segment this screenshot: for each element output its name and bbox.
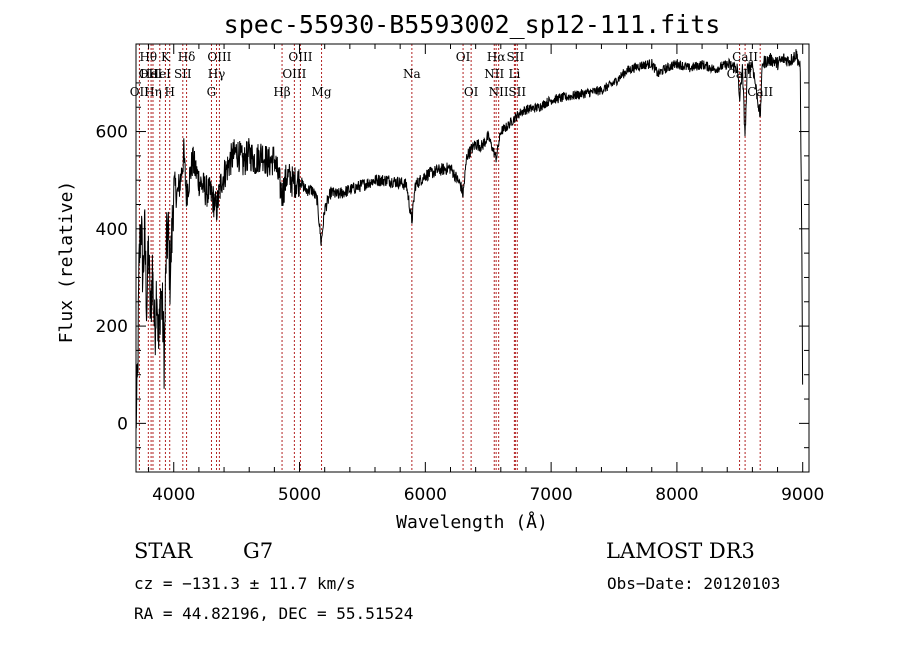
spectral-line-label: Hδ <box>178 50 196 64</box>
spectral-line-label: SII <box>508 85 526 99</box>
spectral-line-label: OI <box>456 50 471 64</box>
spectral-line-markers <box>138 44 761 472</box>
x-axis-label: Wavelength (Å) <box>396 511 548 533</box>
object-subclass: G7 <box>243 539 273 563</box>
survey-name: LAMOST DR3 <box>606 539 755 563</box>
x-tick-label: 9000 <box>781 485 824 505</box>
spectral-line-label: CaII <box>732 50 758 64</box>
spectral-line-label: OII <box>139 67 159 81</box>
x-tick-label: 4000 <box>152 485 195 505</box>
x-tick-label: 8000 <box>655 485 698 505</box>
spectral-line-label: HeI <box>149 67 172 81</box>
spectral-line-label: NII <box>489 85 509 99</box>
y-tick-label: 400 <box>96 220 128 240</box>
spectral-line-label: SII <box>174 67 192 81</box>
observation-date: Obs−Date: 20120103 <box>607 574 780 593</box>
spectral-line-label: Mg <box>312 85 332 99</box>
x-tick-label: 5000 <box>278 485 321 505</box>
spectral-line-label: G <box>207 85 217 99</box>
spectral-line-label: H <box>164 85 174 99</box>
spectral-line-label: OIII <box>207 50 231 64</box>
x-tick-label: 6000 <box>404 485 447 505</box>
x-tick-label: 7000 <box>529 485 572 505</box>
flux-series-line <box>135 49 804 429</box>
redshift-velocity: cz = −131.3 ± 11.7 km/s <box>134 574 356 593</box>
spectral-line-label: OII <box>130 85 150 99</box>
spectral-line-label: Hγ <box>208 67 226 81</box>
spectral-line-label: OIII <box>282 67 306 81</box>
spectral-line-label: K <box>161 50 171 64</box>
spectral-line-label: NII <box>484 67 504 81</box>
y-tick-label: 0 <box>117 414 128 434</box>
object-class: STAR <box>134 539 193 563</box>
sky-coordinates: RA = 44.82196, DEC = 55.51524 <box>134 604 413 623</box>
spectral-line-label: SII <box>507 50 525 64</box>
spectral-line-label: OIII <box>288 50 312 64</box>
spectral-line-label: OI <box>464 85 479 99</box>
spectral-line-label: HeI <box>140 67 163 81</box>
x-axis: 4000 5000 6000 7000 8000 9000 <box>148 44 824 505</box>
spectral-line-labels: OIIHθOIIHeIHηHeIKHSIIHδGHγOIIIHβOIIIOIII… <box>130 50 774 99</box>
y-axis-label: Flux (relative) <box>56 181 77 344</box>
chart-title: spec-55930-B5593002_sp12-111.fits <box>224 10 721 39</box>
spectral-line-label: Hη <box>144 85 162 99</box>
spectral-line-label: CaII <box>747 85 773 99</box>
spectral-line-label: Hθ <box>139 50 157 64</box>
spectral-line-label: Hβ <box>273 85 290 99</box>
plot-frame <box>135 43 810 473</box>
spectral-line-label: Na <box>403 67 421 81</box>
y-tick-label: 200 <box>96 317 128 337</box>
spectral-line-label: Hα <box>487 50 506 64</box>
spectral-line-label: Li <box>508 67 520 81</box>
y-axis: 0 200 400 600 <box>96 82 809 473</box>
y-tick-label: 600 <box>96 123 128 143</box>
